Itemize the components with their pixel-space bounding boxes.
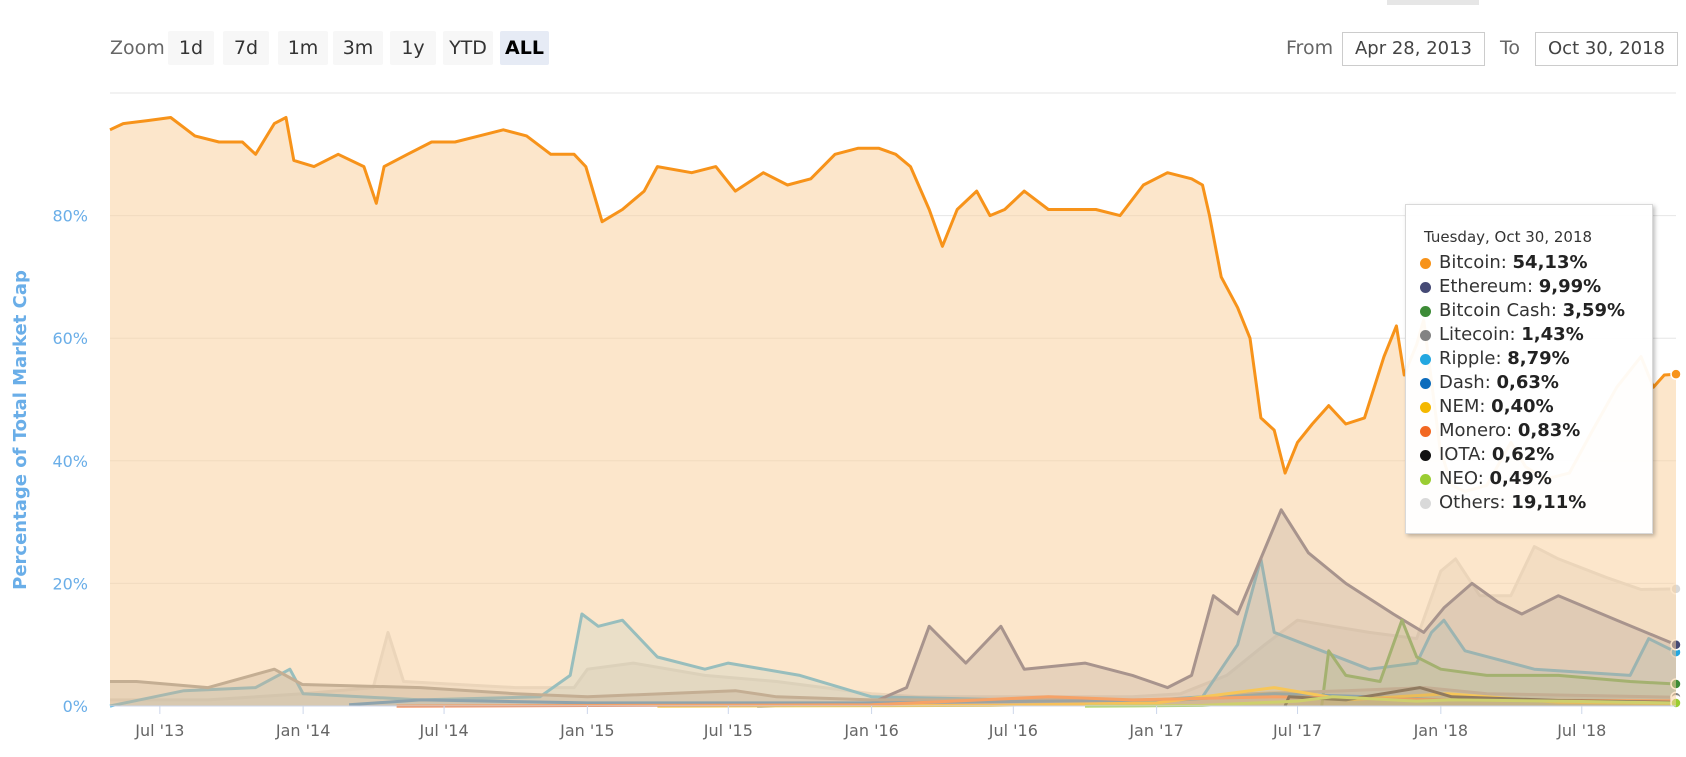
y-tick-label: 0% — [63, 697, 88, 716]
range-selector-toolbar: Zoom 1d 7d 1m 3m 1y YTD ALL From Apr 28,… — [0, 0, 1686, 80]
tooltip-series-name: IOTA — [1439, 444, 1481, 465]
zoom-label: Zoom — [110, 37, 165, 59]
zoom-button-ytd[interactable]: YTD — [443, 31, 493, 65]
series-color-dot — [1420, 258, 1431, 269]
tooltip-series-name: Monero — [1439, 420, 1507, 441]
x-tick-label: Jan '14 — [275, 721, 331, 740]
series-color-dot — [1420, 306, 1431, 317]
tooltip-separator: : — [1495, 348, 1508, 369]
tooltip-series-name: NEM — [1439, 396, 1480, 417]
series-color-dot — [1420, 498, 1431, 509]
tooltip-separator: : — [1484, 372, 1497, 393]
series-last-point-bitcoin — [1670, 368, 1682, 380]
tooltip-series-value: 9,99% — [1538, 276, 1602, 297]
series-color-dot — [1420, 282, 1431, 293]
x-tick-label: Jan '17 — [1128, 721, 1184, 740]
y-tick-label: 20% — [52, 574, 88, 593]
tooltip-row-litecoin: Litecoin: 1,43% — [1420, 323, 1584, 347]
tooltip-series-name: Others — [1439, 492, 1500, 513]
x-tick-label: Jul '15 — [703, 721, 753, 740]
tooltip-series-value: 0,83% — [1517, 420, 1581, 441]
from-label: From — [1286, 37, 1334, 59]
dominance-chart[interactable]: 0% 20% 40% 60% 80% Jul '13 Jan '14 Jul '14 Jan '… — [0, 80, 1686, 757]
tooltip-series-value: 8,79% — [1507, 348, 1570, 369]
series-color-dot — [1420, 402, 1431, 413]
tooltip-series-value: 3,59% — [1562, 300, 1626, 321]
tooltip-series-name: Ethereum — [1439, 276, 1527, 297]
tooltip-row-ethereum: Ethereum: 9,99% — [1420, 275, 1601, 299]
tooltip-separator: : — [1509, 324, 1522, 345]
series-color-dot — [1420, 378, 1431, 389]
series-color-dot — [1420, 450, 1431, 461]
y-tick-label: 60% — [52, 329, 88, 348]
tooltip-row-iota: IOTA: 0,62% — [1420, 443, 1554, 467]
to-label: To — [1500, 37, 1521, 59]
tooltip-row-dash: Dash: 0,63% — [1420, 371, 1559, 395]
tooltip-separator: : — [1500, 252, 1513, 273]
chart-tooltip: Tuesday, Oct 30, 2018 Bitcoin: 54,13% Eth… — [1405, 204, 1653, 534]
zoom-button-7d[interactable]: 7d — [223, 31, 269, 65]
y-tick-label: 40% — [52, 452, 88, 471]
tooltip-series-value: 0,62% — [1491, 444, 1555, 465]
tooltip-separator: : — [1480, 444, 1492, 465]
tooltip-series-name: NEO — [1439, 468, 1478, 489]
tooltip-separator: : — [1526, 276, 1539, 297]
series-color-dot — [1420, 426, 1431, 437]
tooltip-series-value: 19,11% — [1511, 492, 1587, 513]
tooltip-date: Tuesday, Oct 30, 2018 — [1424, 228, 1593, 246]
tooltip-separator: : — [1477, 468, 1490, 489]
series-color-dot — [1420, 474, 1431, 485]
x-tick-label: Jul '13 — [134, 721, 184, 740]
x-tick-label: Jul '14 — [418, 721, 468, 740]
y-axis-title: Percentage of Total Market Cap — [10, 270, 31, 590]
tooltip-series-value: 1,43% — [1521, 324, 1584, 345]
tooltip-separator: : — [1506, 420, 1518, 441]
tooltip-row-bitcoin-cash: Bitcoin Cash: 3,59% — [1420, 299, 1625, 323]
x-tick-label: Jul '18 — [1556, 721, 1606, 740]
tooltip-series-value: 0,63% — [1496, 372, 1559, 393]
x-tick-label: Jul '17 — [1272, 721, 1322, 740]
tooltip-series-value: 54,13% — [1512, 252, 1588, 273]
tooltip-row-monero: Monero: 0,83% — [1420, 419, 1580, 443]
tooltip-series-name: Dash — [1439, 372, 1485, 393]
tooltip-row-bitcoin: Bitcoin: 54,13% — [1420, 251, 1588, 275]
tooltip-row-ripple: Ripple: 8,79% — [1420, 347, 1570, 371]
tooltip-separator: : — [1550, 300, 1563, 321]
x-tick-label: Jan '15 — [559, 721, 615, 740]
tooltip-separator: : — [1499, 492, 1512, 513]
tooltip-series-name: Bitcoin — [1439, 252, 1501, 273]
series-color-dot — [1420, 330, 1431, 341]
top-scroll-indicator — [1387, 0, 1479, 5]
x-tick-label: Jan '18 — [1413, 721, 1469, 740]
zoom-button-1d[interactable]: 1d — [168, 31, 214, 65]
series-area-bitcoin — [110, 117, 1676, 706]
tooltip-series-value: 0,40% — [1491, 396, 1554, 417]
series-area — [109, 116, 1682, 710]
tooltip-series-name: Litecoin — [1439, 324, 1510, 345]
to-date-input[interactable]: Oct 30, 2018 — [1535, 32, 1678, 66]
zoom-button-all[interactable]: ALL — [500, 31, 549, 65]
tooltip-row-neo: NEO: 0,49% — [1420, 467, 1552, 491]
zoom-button-1y[interactable]: 1y — [390, 31, 436, 65]
tooltip-row-nem: NEM: 0,40% — [1420, 395, 1554, 419]
x-tick-label: Jul '16 — [988, 721, 1038, 740]
series-color-dot — [1420, 354, 1431, 365]
zoom-button-3m[interactable]: 3m — [333, 31, 383, 65]
tooltip-series-value: 0,49% — [1489, 468, 1552, 489]
from-date-input[interactable]: Apr 28, 2013 — [1342, 32, 1485, 66]
zoom-button-1m[interactable]: 1m — [278, 31, 328, 65]
x-tick-label: Jan '16 — [843, 721, 899, 740]
tooltip-separator: : — [1479, 396, 1492, 417]
tooltip-series-name: Ripple — [1439, 348, 1496, 369]
tooltip-series-name: Bitcoin Cash — [1439, 300, 1551, 321]
axes: 0% 20% 40% 60% 80% Jul '13 Jan '14 Jul '14 Jan '… — [52, 207, 1676, 740]
tooltip-row-others: Others: 19,11% — [1420, 491, 1586, 515]
y-tick-label: 80% — [52, 207, 88, 226]
